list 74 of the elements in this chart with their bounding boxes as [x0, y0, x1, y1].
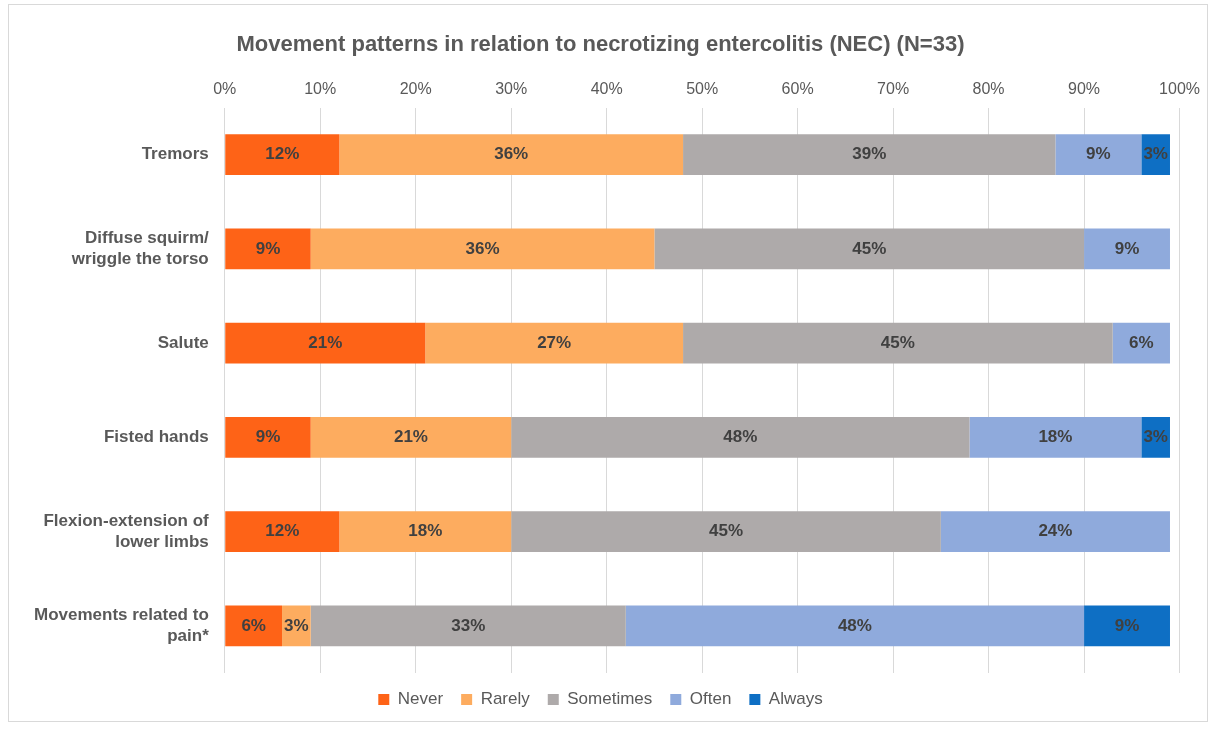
- data-label: 33%: [451, 615, 486, 635]
- bar: [683, 134, 1056, 176]
- bar: [225, 228, 311, 270]
- bar: [310, 228, 655, 270]
- bar: [1055, 134, 1142, 176]
- data-label: 3%: [1143, 427, 1168, 447]
- data-label: 36%: [465, 238, 500, 258]
- bar: [969, 417, 1142, 458]
- bar: [225, 511, 340, 552]
- data-label: 39%: [852, 144, 887, 164]
- data-label: 21%: [393, 427, 428, 447]
- x-tick-label: 20%: [399, 80, 432, 98]
- data-label: 36%: [494, 144, 529, 164]
- y-tick-label: Flexion-extension of lower limbs: [43, 511, 210, 551]
- bar: [425, 322, 684, 364]
- y-tick-label: Movements related to pain*: [34, 605, 210, 645]
- data-label: 9%: [255, 238, 281, 258]
- data-label: 12%: [265, 144, 300, 164]
- data-label: 9%: [255, 427, 281, 447]
- y-tick-label: Salute: [157, 332, 209, 352]
- x-tick-label: 40%: [590, 80, 623, 98]
- data-label: 9%: [1086, 144, 1111, 164]
- data-label: 6%: [241, 615, 266, 635]
- bar: [625, 605, 1085, 647]
- bar: [1084, 228, 1170, 270]
- y-tick-label: Fisted hands: [103, 427, 209, 447]
- y-tick-label: Diffuse squirm/ wriggle the torso: [70, 228, 210, 268]
- data-label: 12%: [265, 521, 300, 541]
- x-tick-label: 100%: [1159, 80, 1200, 98]
- data-label: 9%: [1114, 615, 1140, 635]
- data-label: 18%: [408, 521, 443, 541]
- bar: [511, 511, 941, 552]
- chart-title: Movement patterns in relation to necrotizing entercolitis (NEC) (N=33): [236, 31, 965, 57]
- x-tick-label: 50%: [686, 80, 719, 98]
- bar: [225, 605, 283, 647]
- data-label: 45%: [880, 332, 915, 352]
- data-label: 24%: [1038, 521, 1073, 541]
- bar: [225, 322, 426, 364]
- bar: [310, 417, 512, 458]
- x-tick-label: 80%: [972, 80, 1005, 98]
- x-tick-label: 70%: [877, 80, 910, 98]
- data-label: 3%: [1143, 144, 1168, 164]
- bar: [683, 322, 1113, 364]
- data-label: 45%: [709, 521, 744, 541]
- data-label: 27%: [537, 332, 572, 352]
- x-tick-label: 0%: [213, 80, 237, 98]
- bar: [511, 417, 970, 458]
- data-label: 21%: [308, 332, 343, 352]
- x-tick-label: 60%: [781, 80, 814, 98]
- legend-label: Often: [689, 689, 732, 709]
- y-tick-label: Tremors: [141, 144, 209, 164]
- legend-label: Never: [397, 689, 444, 709]
- bar: [1084, 605, 1170, 647]
- legend-label: Sometimes: [567, 689, 653, 709]
- bar: [310, 605, 626, 647]
- legend-label: Always: [768, 689, 823, 709]
- x-tick-label: 10%: [304, 80, 337, 98]
- x-tick-label: 30%: [495, 80, 528, 98]
- bar: [225, 134, 340, 176]
- data-label: 45%: [852, 238, 887, 258]
- bar: [339, 511, 512, 552]
- bar: [654, 228, 1085, 270]
- data-label: 48%: [837, 615, 872, 635]
- bar: [940, 511, 1170, 552]
- data-label: 6%: [1129, 332, 1154, 352]
- data-label: 48%: [723, 427, 758, 447]
- data-label: 18%: [1038, 427, 1073, 447]
- x-tick-label: 90%: [1068, 80, 1101, 98]
- legend-label: Rarely: [480, 689, 531, 709]
- data-label: 3%: [284, 615, 309, 635]
- data-label: 9%: [1114, 238, 1140, 258]
- bar: [339, 134, 684, 176]
- bar: [1112, 322, 1170, 364]
- bar: [225, 417, 311, 458]
